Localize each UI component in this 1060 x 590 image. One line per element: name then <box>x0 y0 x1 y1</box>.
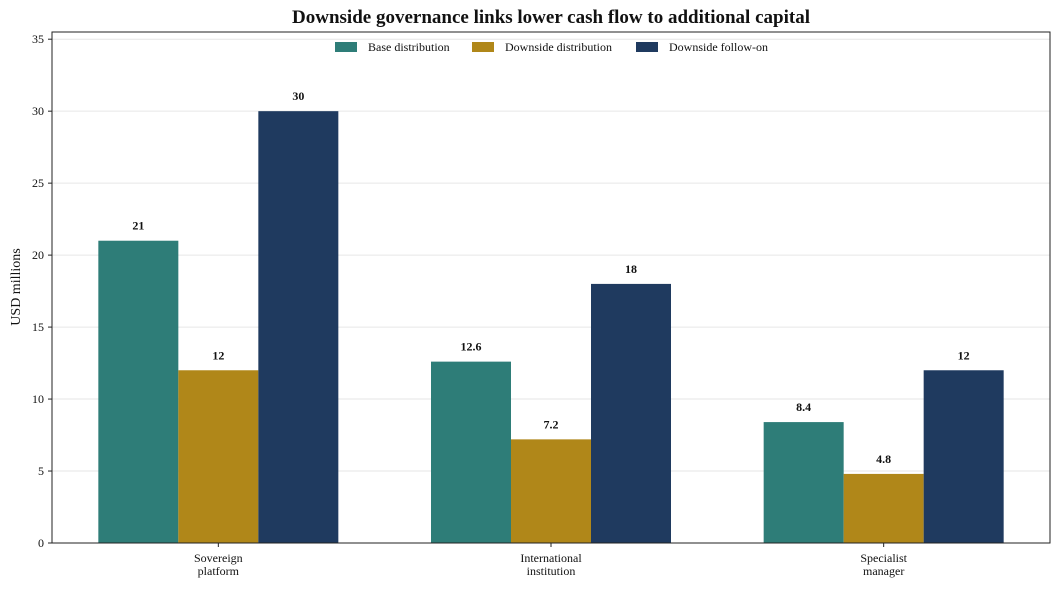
x-tick-label: institution <box>527 564 576 578</box>
legend-label: Base distribution <box>368 40 450 54</box>
x-tick-label: manager <box>863 564 904 578</box>
x-tick-label: Specialist <box>860 551 907 565</box>
bar-value-label: 12.6 <box>461 340 482 354</box>
bar[interactable] <box>258 111 339 544</box>
bar[interactable] <box>843 473 924 543</box>
legend[interactable]: Base distribution Downside distribution Do… <box>335 40 768 54</box>
y-tick-label: 35 <box>32 32 44 46</box>
bar-value-label: 18 <box>625 262 637 276</box>
legend-label: Downside distribution <box>505 40 612 54</box>
y-tick-label: 5 <box>38 464 44 478</box>
bar-value-label: 21 <box>132 219 144 233</box>
legend-swatch <box>472 42 494 52</box>
legend-label: Downside follow-on <box>669 40 768 54</box>
bar[interactable] <box>923 370 1004 543</box>
y-tick-label: 15 <box>32 320 44 334</box>
bar[interactable] <box>178 370 259 543</box>
bar-value-label: 4.8 <box>876 452 891 466</box>
y-tick-label: 20 <box>32 248 44 262</box>
value-labels-layer: 21 12 30 12.6 7.2 18 8.4 4.8 12 <box>132 89 969 466</box>
y-tick-label: 25 <box>32 176 44 190</box>
bar-value-label: 30 <box>292 89 304 103</box>
bar[interactable] <box>763 422 844 543</box>
y-tick-label: 10 <box>32 392 44 406</box>
chart-title: Downside governance links lower cash flo… <box>292 7 810 28</box>
legend-swatch <box>636 42 658 52</box>
bar[interactable] <box>431 361 511 543</box>
y-tick-label: 0 <box>38 536 44 550</box>
legend-swatch <box>335 42 357 52</box>
bar[interactable] <box>511 439 591 543</box>
bar-value-label: 12 <box>212 348 224 362</box>
y-tick-label: 30 <box>32 104 44 118</box>
bar-value-label: 7.2 <box>544 417 559 431</box>
bar[interactable] <box>591 283 671 543</box>
y-axis-label: USD millions <box>9 248 24 325</box>
x-tick-label: Sovereign <box>194 551 243 565</box>
bar-value-label: 8.4 <box>796 400 811 414</box>
bar-value-label: 12 <box>958 348 970 362</box>
bars-layer <box>98 111 1004 544</box>
x-tick-label: International <box>520 551 582 565</box>
x-tick-label: platform <box>198 564 240 578</box>
bar[interactable] <box>98 240 179 543</box>
